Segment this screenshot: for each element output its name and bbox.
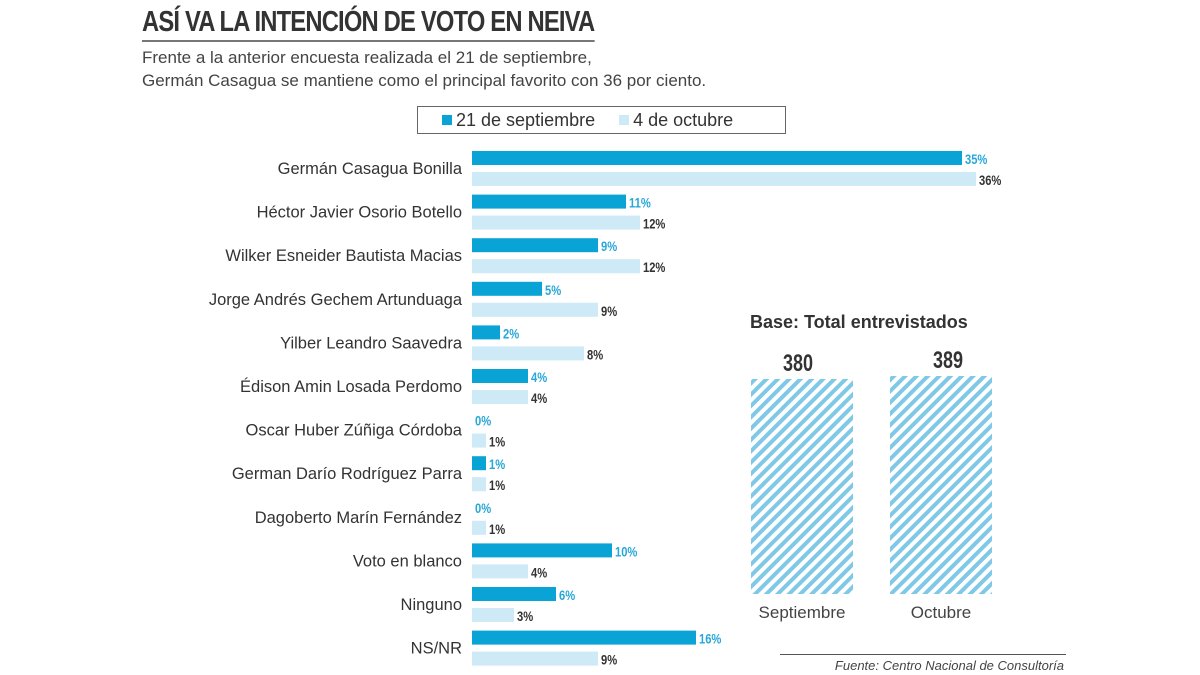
value-label-oct: 36% [979, 173, 1001, 188]
category-label: Ninguno [401, 596, 462, 614]
base-category-label: Octubre [911, 603, 971, 622]
bar-oct [472, 477, 486, 492]
value-label-oct: 1% [489, 434, 505, 449]
value-label-sep: 5% [545, 283, 561, 298]
subtitle-line-2: Germán Casagua se mantiene como el princ… [142, 71, 707, 90]
category-label: NS/NR [411, 640, 462, 658]
value-label-oct: 3% [517, 609, 533, 624]
bar-sep [472, 281, 542, 296]
bar-oct [472, 520, 486, 535]
bar-oct [472, 608, 514, 622]
value-label-oct: 4% [531, 391, 547, 406]
bar-oct [472, 390, 528, 404]
bar-sep [472, 587, 556, 601]
base-value: 380 [783, 351, 813, 377]
value-label-sep: 2% [503, 326, 519, 341]
bar-sep [472, 238, 598, 253]
base-value: 389 [933, 348, 963, 374]
bar-sep [472, 194, 626, 209]
category-label: Yilber Leandro Saavedra [280, 334, 463, 352]
legend: 21 de septiembre 4 de octubre [417, 106, 786, 134]
value-label-sep: 11% [629, 195, 651, 210]
value-label-oct: 1% [489, 478, 505, 493]
legend-swatch-sep [442, 115, 452, 125]
value-label-oct: 8% [587, 347, 603, 362]
bar-oct [472, 259, 640, 274]
base-title: Base: Total entrevistados [750, 312, 968, 332]
value-label-sep: 9% [601, 239, 617, 254]
category-label: Édison Amin Losada Perdomo [240, 377, 462, 396]
category-label: Oscar Huber Zúñiga Córdoba [246, 422, 463, 440]
subtitle-line-1: Frente a la anterior encuesta realizada … [142, 48, 592, 67]
bar-sep [472, 630, 696, 645]
value-label-sep: 35% [965, 152, 987, 167]
base-bar [890, 376, 992, 594]
value-label-sep: 0% [475, 413, 491, 428]
bar-sep [472, 456, 486, 471]
bar-sep [472, 543, 612, 558]
legend-label-oct: 4 de octubre [633, 109, 734, 130]
legend-swatch-oct [619, 115, 630, 125]
category-label: Héctor Javier Osorio Botello [257, 204, 462, 222]
value-label-sep: 0% [475, 501, 491, 516]
value-label-sep: 1% [489, 457, 505, 472]
category-label: Germán Casagua Bonilla [278, 160, 463, 178]
bar-sep [472, 369, 528, 383]
bar-oct [472, 172, 976, 186]
category-label: Dagoberto Marín Fernández [255, 509, 462, 527]
bar-oct [472, 433, 486, 448]
category-label: Wilker Esneider Bautista Macias [225, 247, 462, 265]
bar-oct [472, 346, 584, 361]
category-label: German Darío Rodríguez Parra [232, 465, 463, 483]
base-bar [751, 379, 853, 594]
value-label-sep: 16% [699, 631, 721, 646]
bar-sep [472, 325, 500, 340]
base-category-label: Septiembre [759, 603, 846, 622]
source-divider [780, 654, 1066, 655]
bar-oct [472, 651, 598, 666]
value-label-oct: 4% [531, 565, 547, 580]
value-label-oct: 12% [643, 216, 665, 231]
bar-oct [472, 215, 640, 230]
category-label: Voto en blanco [353, 552, 462, 570]
value-label-sep: 6% [559, 588, 575, 603]
chart-title: ASÍ VA LA INTENCIÓN DE VOTO EN NEIVA [142, 6, 595, 42]
bar-oct [472, 564, 528, 579]
legend-label-sep: 21 de septiembre [456, 109, 596, 130]
value-label-oct: 12% [643, 260, 665, 275]
value-label-sep: 4% [531, 370, 547, 385]
value-label-sep: 10% [615, 544, 637, 559]
bar-oct [472, 302, 598, 317]
value-label-oct: 9% [601, 304, 617, 319]
source-note: Fuente: Centro Nacional de Consultoría [835, 658, 1064, 673]
value-label-oct: 9% [601, 652, 617, 667]
value-label-oct: 1% [489, 522, 505, 537]
bar-sep [472, 151, 962, 165]
category-label: Jorge Andrés Gechem Artunduaga [209, 291, 463, 309]
